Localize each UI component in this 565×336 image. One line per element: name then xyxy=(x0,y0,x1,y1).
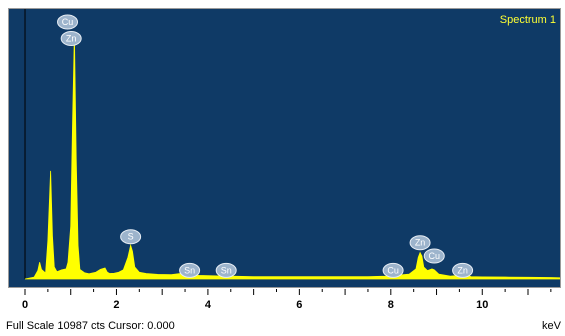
svg-text:Cu: Cu xyxy=(62,17,74,27)
status-bar-text: Full Scale 10987 cts Cursor: 0.000 xyxy=(6,320,175,332)
x-tick-label: 2 xyxy=(113,299,119,311)
x-tick-label: 0 xyxy=(22,299,28,311)
x-tick-label: 10 xyxy=(476,299,488,311)
svg-text:S: S xyxy=(128,232,134,242)
svg-text:Cu: Cu xyxy=(428,251,440,261)
plot-area[interactable]: Cu Zn S Sn Sn Cu Zn Cu Zn Spectrum 1 xyxy=(8,8,561,288)
peak-label-cu[interactable]: Cu xyxy=(57,14,79,30)
x-axis-unit-label: keV xyxy=(542,320,561,332)
svg-text:Zn: Zn xyxy=(66,34,77,44)
peak-label-zn[interactable]: Zn xyxy=(452,262,474,278)
svg-text:Zn: Zn xyxy=(457,265,468,275)
svg-text:Cu: Cu xyxy=(387,265,399,275)
peak-label-cu[interactable]: Cu xyxy=(382,262,404,278)
svg-text:Sn: Sn xyxy=(184,265,195,275)
peak-label-sn[interactable]: Sn xyxy=(179,262,201,278)
peak-label-zn[interactable]: Zn xyxy=(409,235,431,251)
spectrum-series xyxy=(24,33,560,280)
peak-label-sn[interactable]: Sn xyxy=(215,262,237,278)
x-tick-label: 6 xyxy=(296,299,302,311)
x-tick-label: 4 xyxy=(205,299,212,311)
peak-label-s[interactable]: S xyxy=(120,229,142,245)
peak-label-cu[interactable]: Cu xyxy=(423,248,445,264)
svg-text:Zn: Zn xyxy=(415,238,426,248)
x-tick-label: 8 xyxy=(388,299,394,311)
legend-spectrum-label: Spectrum 1 xyxy=(499,14,556,26)
peak-label-zn[interactable]: Zn xyxy=(60,31,82,47)
svg-text:Sn: Sn xyxy=(221,265,232,275)
